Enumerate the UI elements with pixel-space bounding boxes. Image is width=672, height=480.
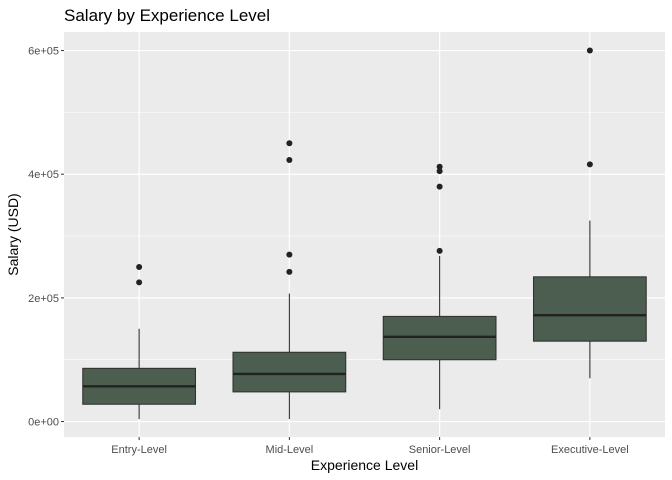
x-axis: Entry-Level Mid-Level Senior-Level Executiv… bbox=[111, 437, 629, 456]
x-tick-label: Entry-Level bbox=[111, 444, 167, 456]
outlier-point bbox=[436, 168, 443, 175]
outlier-point bbox=[136, 263, 143, 270]
x-tick-label: Senior-Level bbox=[409, 444, 471, 456]
y-tick-label: 4e+05 bbox=[28, 169, 59, 181]
outlier-point bbox=[286, 156, 293, 163]
outlier-point bbox=[586, 47, 593, 54]
y-tick-label: 6e+05 bbox=[28, 46, 59, 58]
boxes-layer bbox=[82, 47, 647, 420]
outlier-point bbox=[136, 279, 143, 286]
box-iqr bbox=[532, 276, 647, 342]
outlier-point bbox=[436, 183, 443, 190]
y-tick-label: 2e+05 bbox=[28, 293, 59, 305]
outlier-point bbox=[286, 251, 293, 258]
box-iqr bbox=[232, 351, 347, 393]
box-iqr bbox=[382, 315, 497, 361]
y-axis-title: Salary (USD) bbox=[5, 193, 21, 275]
outlier-point bbox=[436, 247, 443, 254]
chart-title: Salary by Experience Level bbox=[64, 6, 270, 25]
x-tick-label: Executive-Level bbox=[551, 444, 629, 456]
box-mid-level bbox=[232, 140, 347, 420]
x-tick-label: Mid-Level bbox=[266, 444, 314, 456]
x-axis-title: Experience Level bbox=[311, 457, 418, 473]
box-entry-level bbox=[82, 263, 197, 420]
y-axis: 0e+00 2e+05 4e+05 6e+05 bbox=[28, 46, 64, 429]
outlier-point bbox=[586, 161, 593, 168]
outlier-point bbox=[436, 163, 443, 170]
y-tick-label: 0e+00 bbox=[28, 417, 59, 429]
outlier-point bbox=[286, 140, 293, 147]
box-senior-level bbox=[382, 163, 497, 410]
outlier-point bbox=[286, 268, 293, 275]
box-executive-level bbox=[532, 47, 647, 379]
